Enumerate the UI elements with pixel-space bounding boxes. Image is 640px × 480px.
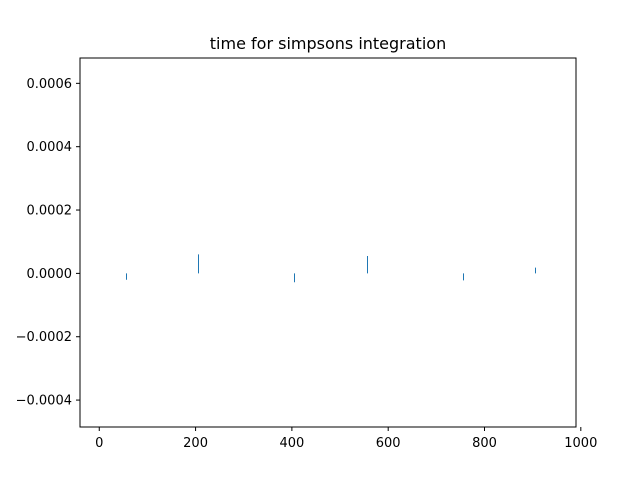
y-tick-label: 0.0002 xyxy=(27,204,73,219)
x-tick-label: 400 xyxy=(279,436,304,451)
y-tick-label: 0.0000 xyxy=(27,267,73,282)
x-axis: 0 200 400 600 800 1000 xyxy=(95,427,597,451)
y-tick-label: 0.0006 xyxy=(27,77,73,92)
chart-title: time for simpsons integration xyxy=(210,34,446,53)
y-axis: −0.0004 −0.0002 0.0000 0.0002 0.0004 0.0006 xyxy=(16,77,80,409)
plot-area xyxy=(126,254,536,283)
y-tick-label: −0.0004 xyxy=(16,394,72,409)
x-tick-label: 0 xyxy=(95,436,103,451)
y-tick-label: 0.0004 xyxy=(27,140,73,155)
x-tick-label: 200 xyxy=(183,436,208,451)
y-tick-label: −0.0002 xyxy=(16,330,72,345)
x-tick-label: 600 xyxy=(376,436,401,451)
axes-frame xyxy=(79,57,577,428)
x-tick-label: 800 xyxy=(472,436,497,451)
x-tick-label: 1000 xyxy=(564,436,597,451)
